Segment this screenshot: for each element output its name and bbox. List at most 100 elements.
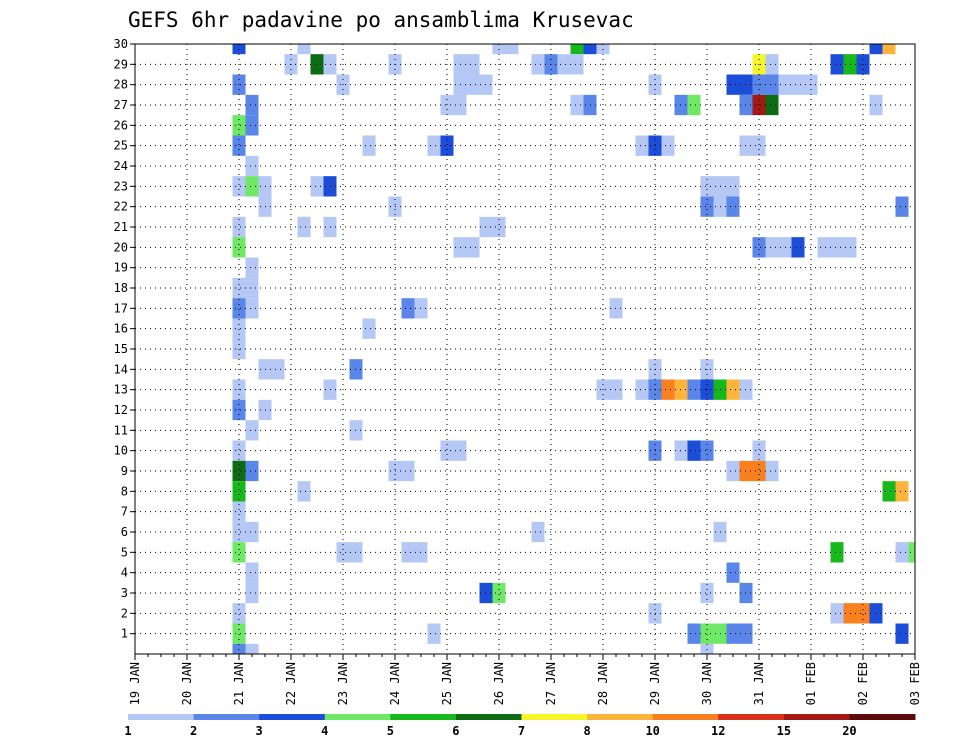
colorbar-swatch bbox=[324, 714, 391, 720]
x-tick-label: 20 JAN bbox=[180, 662, 194, 705]
colorbar-swatch bbox=[783, 714, 850, 720]
heatmap-cell bbox=[557, 54, 571, 75]
heatmap-cell bbox=[232, 237, 246, 258]
heatmap-cell bbox=[752, 237, 766, 258]
y-tick-label: 5 bbox=[121, 545, 128, 559]
heatmap-cell bbox=[232, 460, 246, 482]
colorbar-label: 1 bbox=[124, 724, 131, 738]
heatmap-cell bbox=[232, 643, 246, 654]
colorbar-label: 7 bbox=[518, 724, 525, 738]
x-tick-label: 02 FEB bbox=[856, 662, 870, 705]
heatmap-cell bbox=[895, 196, 909, 217]
heatmap-cell bbox=[492, 582, 506, 604]
heatmap-cell bbox=[882, 44, 896, 55]
x-tick-label: 30 JAN bbox=[700, 662, 714, 705]
y-tick-label: 7 bbox=[121, 505, 128, 519]
heatmap-cell bbox=[791, 74, 805, 95]
x-tick-label: 31 JAN bbox=[752, 662, 766, 705]
x-axis-ticks: 19 JAN 20 JAN 21 JAN 22 JAN 23 JAN 24 JAN 25 J… bbox=[128, 654, 922, 705]
heatmap-cell bbox=[232, 440, 246, 461]
heatmap-cell bbox=[245, 562, 259, 583]
heatmap-cell bbox=[765, 460, 779, 482]
heatmap-cell bbox=[635, 379, 649, 400]
heatmap-cell bbox=[570, 94, 584, 116]
heatmap-cell bbox=[635, 135, 649, 156]
colorbar-label: 6 bbox=[452, 724, 459, 738]
y-tick-label: 10 bbox=[114, 444, 128, 458]
heatmap-cell bbox=[661, 379, 675, 400]
heatmap-cell bbox=[791, 237, 805, 258]
heatmap-cell bbox=[232, 277, 246, 299]
heatmap-cell bbox=[245, 277, 259, 299]
heatmap-cell bbox=[661, 135, 675, 156]
colorbar-swatch bbox=[718, 714, 785, 720]
y-tick-label: 21 bbox=[114, 220, 128, 234]
heatmap-cell bbox=[492, 216, 506, 238]
x-tick-label: 29 JAN bbox=[648, 662, 662, 705]
colorbar-legend: 1 2 3 4 5 6 7 8 10 12 15 20 bbox=[124, 714, 916, 738]
y-tick-label: 13 bbox=[114, 383, 128, 397]
heatmap-cell bbox=[830, 542, 844, 563]
colorbar-swatch bbox=[849, 714, 916, 720]
colorbar-swatch bbox=[193, 714, 260, 720]
heatmap-cell bbox=[752, 440, 766, 461]
x-tick-label: 01 FEB bbox=[804, 662, 818, 705]
heatmap-cell bbox=[245, 176, 259, 197]
heatmap-cell bbox=[726, 74, 740, 95]
heatmap-cell bbox=[245, 298, 259, 319]
colorbar-label: 8 bbox=[583, 724, 590, 738]
heatmap-cells bbox=[232, 44, 915, 654]
heatmap-cell bbox=[232, 176, 246, 197]
y-tick-label: 3 bbox=[121, 586, 128, 600]
y-tick-label: 30 bbox=[114, 37, 128, 51]
heatmap-cell bbox=[726, 562, 740, 583]
x-tick-label: 24 JAN bbox=[388, 662, 402, 705]
y-tick-label: 12 bbox=[114, 403, 128, 417]
y-tick-label: 27 bbox=[114, 98, 128, 112]
heatmap-cell bbox=[895, 623, 909, 644]
heatmap-cell bbox=[466, 74, 480, 95]
heatmap-cell bbox=[245, 460, 259, 482]
heatmap-cell bbox=[401, 298, 415, 319]
heatmap-cell bbox=[232, 521, 246, 543]
x-tick-label: 27 JAN bbox=[544, 662, 558, 705]
heatmap-cell bbox=[869, 44, 883, 55]
heatmap-cell bbox=[752, 135, 766, 156]
heatmap-cell bbox=[882, 481, 896, 502]
y-tick-label: 9 bbox=[121, 464, 128, 478]
heatmap-cell bbox=[427, 135, 441, 156]
heatmap-cell bbox=[895, 542, 909, 563]
y-tick-label: 24 bbox=[114, 159, 128, 173]
heatmap-cell bbox=[726, 379, 740, 400]
colorbar-swatch bbox=[259, 714, 326, 720]
x-tick-label: 23 JAN bbox=[336, 662, 350, 705]
heatmap-cell bbox=[687, 379, 701, 400]
heatmap-cell bbox=[531, 54, 545, 75]
heatmap-cell bbox=[830, 54, 844, 75]
heatmap-cell bbox=[765, 54, 779, 75]
heatmap-cell bbox=[570, 44, 584, 55]
heatmap-cell bbox=[726, 460, 740, 482]
x-tick-label: 25 JAN bbox=[440, 662, 454, 705]
heatmap-cell bbox=[765, 94, 779, 116]
colorbar-label: 10 bbox=[645, 724, 659, 738]
heatmap-cell bbox=[817, 237, 831, 258]
heatmap-cell bbox=[245, 582, 259, 604]
heatmap-cell bbox=[401, 460, 415, 482]
heatmap-cell bbox=[700, 440, 714, 461]
heatmap-cell bbox=[440, 135, 454, 156]
heatmap-cell bbox=[401, 542, 415, 563]
y-tick-label: 6 bbox=[121, 525, 128, 539]
heatmap-cell bbox=[245, 420, 259, 441]
heatmap-cell bbox=[297, 216, 311, 238]
heatmap-cell bbox=[466, 237, 480, 258]
heatmap-cell bbox=[570, 54, 584, 75]
heatmap-cell bbox=[245, 521, 259, 543]
heatmap-cell bbox=[310, 54, 324, 75]
heatmap-cell bbox=[830, 603, 844, 624]
heatmap-cell bbox=[232, 501, 246, 522]
y-tick-label: 23 bbox=[114, 179, 128, 193]
heatmap-cell bbox=[908, 542, 915, 563]
colorbar-label: 2 bbox=[190, 724, 197, 738]
x-tick-label: 03 FEB bbox=[908, 662, 922, 705]
